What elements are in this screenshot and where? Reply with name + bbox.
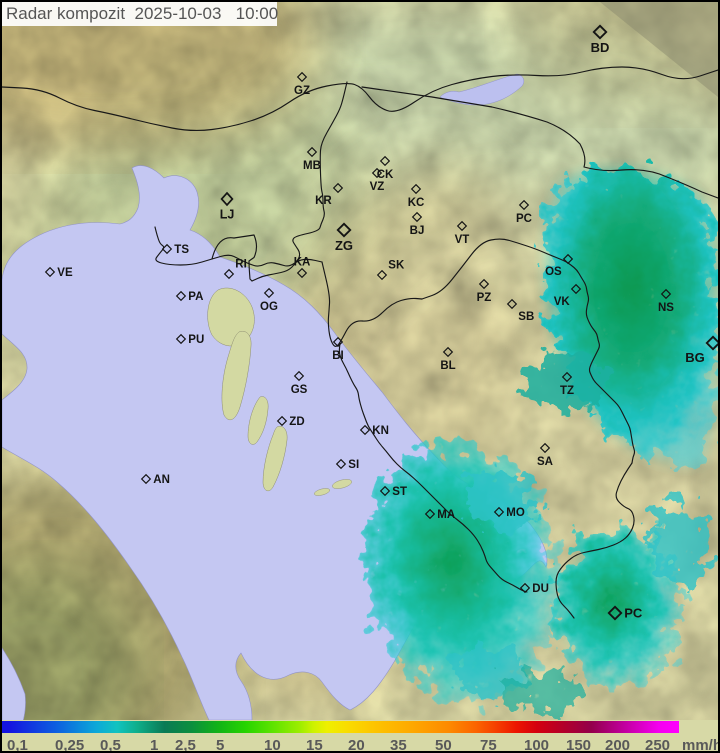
svg-text:NS: NS <box>658 302 674 314</box>
svg-text:BL: BL <box>440 360 455 372</box>
svg-text:LJ: LJ <box>220 208 235 222</box>
svg-text:VT: VT <box>455 234 470 246</box>
svg-text:MB: MB <box>303 160 321 172</box>
svg-text:VK: VK <box>554 296 571 308</box>
svg-text:KN: KN <box>372 425 389 437</box>
svg-text:PC: PC <box>516 213 532 225</box>
svg-text:SI: SI <box>348 459 359 471</box>
svg-text:TZ: TZ <box>560 385 574 397</box>
svg-text:TS: TS <box>174 244 189 256</box>
svg-text:KR: KR <box>315 195 332 207</box>
svg-text:KA: KA <box>294 257 311 269</box>
svg-text:ZD: ZD <box>289 416 304 428</box>
svg-text:ST: ST <box>392 486 407 498</box>
svg-text:PA: PA <box>188 291 203 303</box>
svg-text:VE: VE <box>57 267 73 279</box>
svg-text:OS: OS <box>545 266 562 278</box>
svg-text:BJ: BJ <box>410 225 425 237</box>
svg-text:GZ: GZ <box>294 85 310 97</box>
svg-text:OG: OG <box>260 301 278 313</box>
svg-text:BG: BG <box>685 350 705 365</box>
svg-text:RI: RI <box>235 259 247 271</box>
svg-text:PU: PU <box>188 334 204 346</box>
svg-text:AN: AN <box>153 474 170 486</box>
svg-text:SK: SK <box>388 260 405 272</box>
svg-text:ZG: ZG <box>335 238 353 253</box>
svg-text:SB: SB <box>518 311 534 323</box>
svg-text:MA: MA <box>437 509 455 521</box>
svg-text:GS: GS <box>291 384 308 396</box>
svg-text:MO: MO <box>506 507 525 519</box>
svg-text:DU: DU <box>532 583 549 595</box>
svg-text:PC: PC <box>624 606 643 621</box>
svg-text:PZ: PZ <box>477 292 492 304</box>
svg-text:BI: BI <box>332 350 344 362</box>
svg-text:KC: KC <box>408 197 425 209</box>
svg-text:SA: SA <box>537 456 553 468</box>
svg-text:BD: BD <box>591 40 610 55</box>
svg-text:VZ: VZ <box>370 181 385 193</box>
